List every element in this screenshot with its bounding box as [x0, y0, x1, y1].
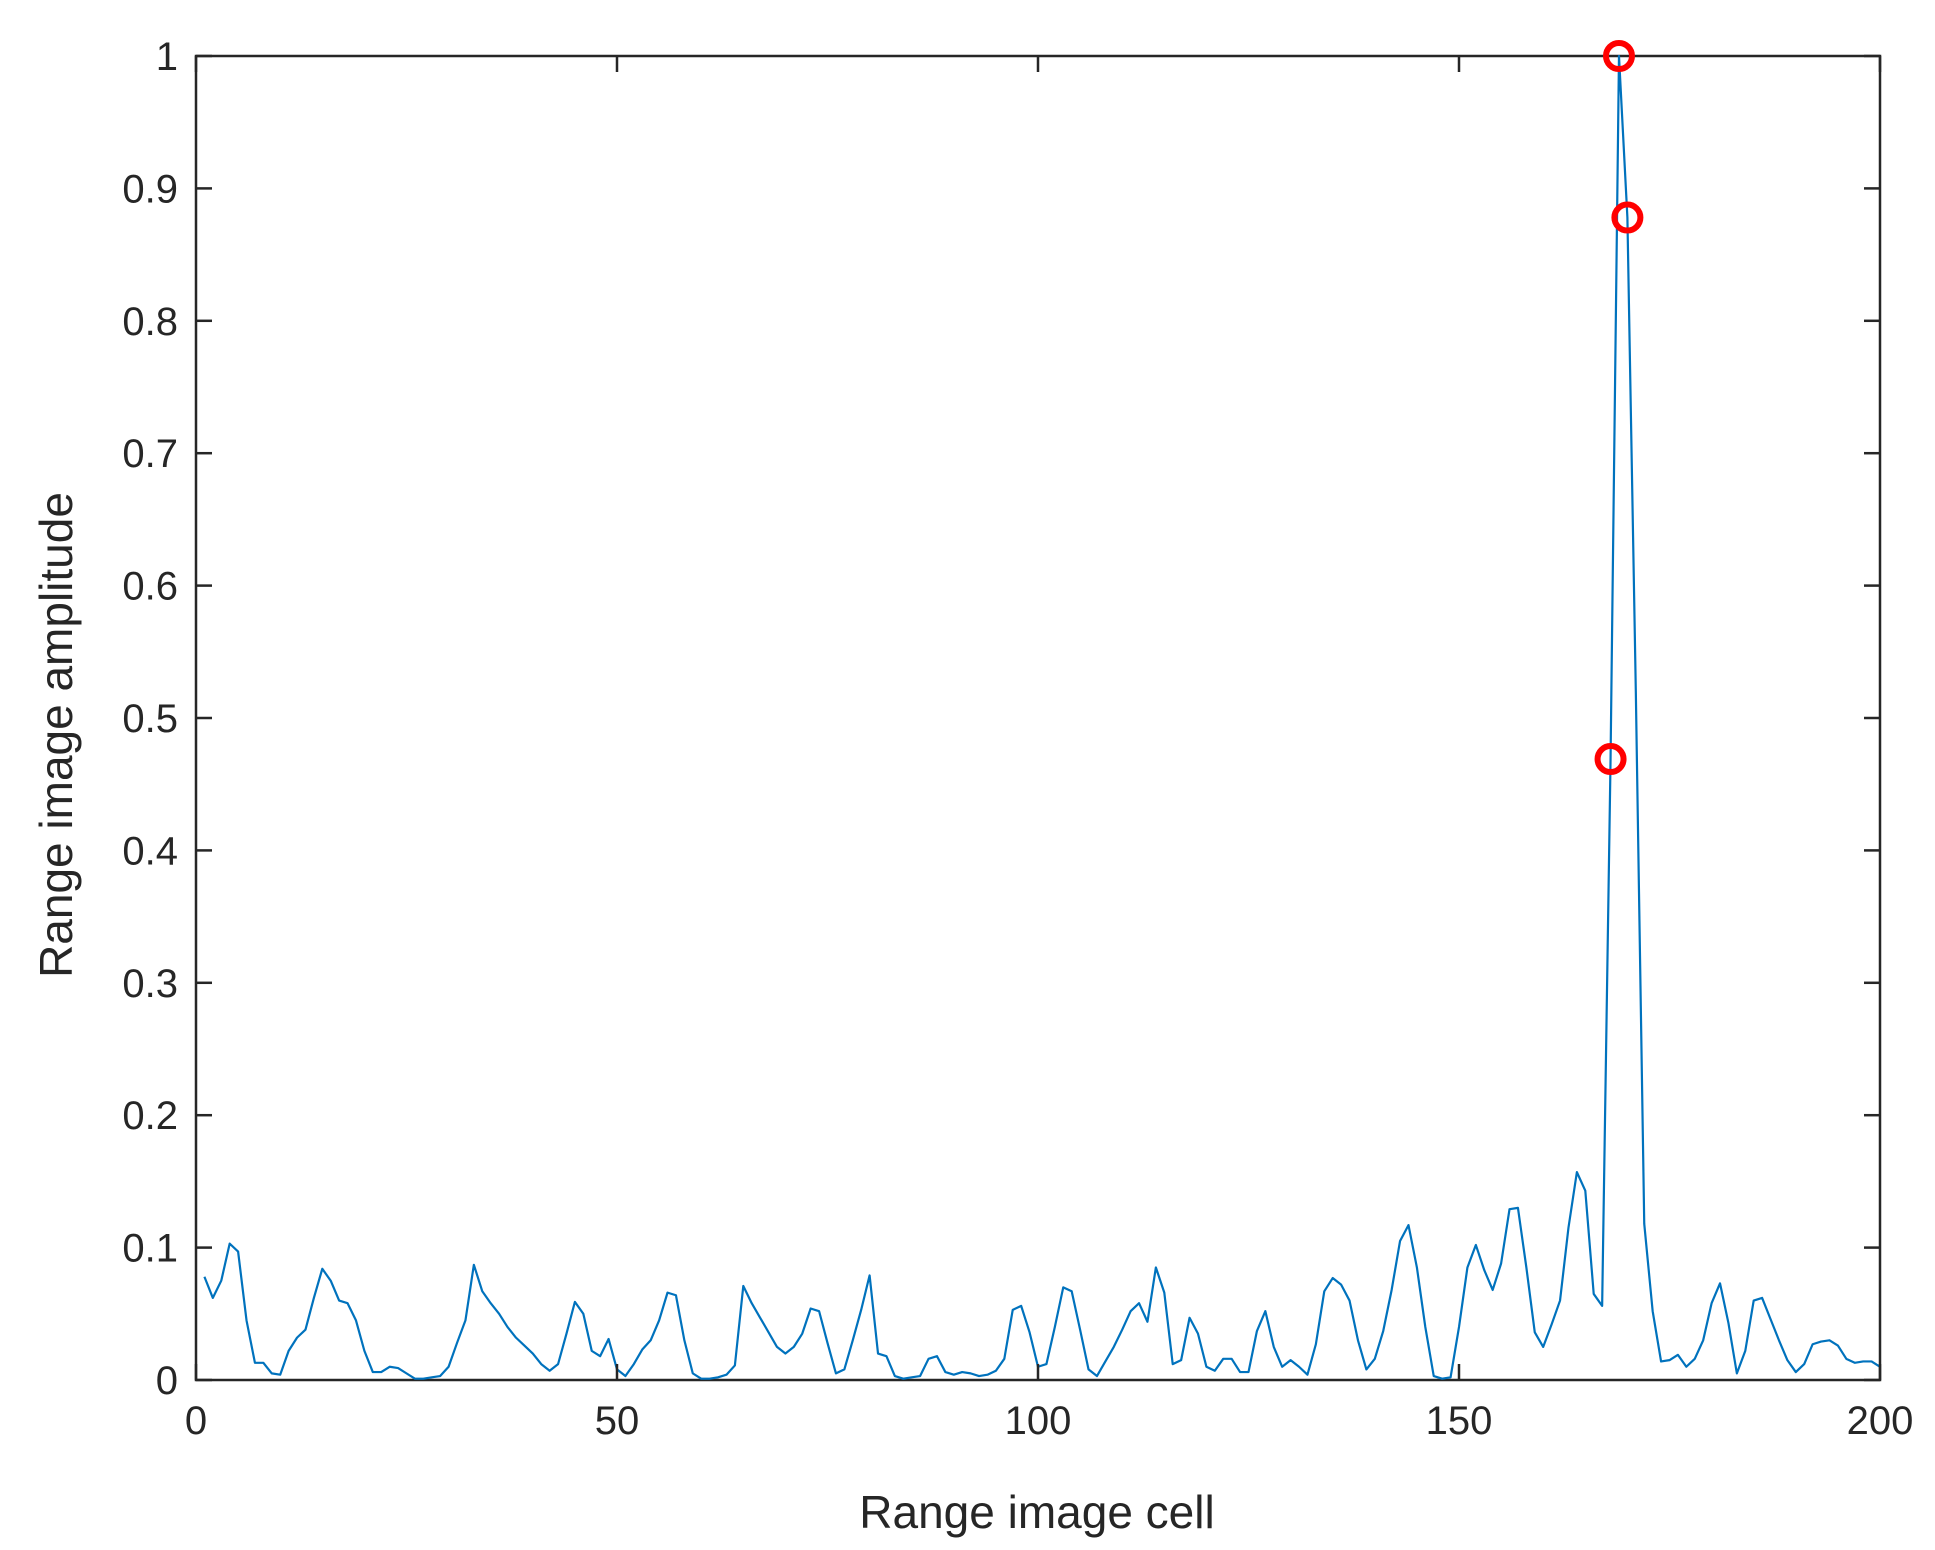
y-tick-label: 0.7	[122, 432, 178, 476]
x-tick-label: 50	[595, 1399, 640, 1443]
x-tick-label: 0	[185, 1399, 207, 1443]
y-tick-label: 0.4	[122, 829, 178, 873]
y-axis-label: Range image amplitude	[30, 492, 82, 978]
series-line-0	[203, 54, 1881, 1380]
y-tick-label: 0.5	[122, 697, 178, 741]
peak-marker	[1602, 40, 1635, 72]
x-axis-label: Range image cell	[859, 1486, 1214, 1538]
peak-marker	[1594, 743, 1627, 776]
y-tick-label: 0.3	[122, 962, 178, 1006]
y-tick-label: 0.2	[122, 1094, 178, 1138]
x-tick-label: 100	[1005, 1399, 1072, 1443]
axis-ticks	[194, 54, 1882, 1382]
x-tick-label: 150	[1426, 1399, 1493, 1443]
peak-marker	[1611, 201, 1644, 234]
x-tick-label: 200	[1847, 1399, 1914, 1443]
plot-area	[194, 40, 1882, 1382]
tick-labels: 0 50 100 150 200 0 0.1 0.2 0.3 0.4 0.5 0.6 0.7 0.8 0.9…	[122, 35, 1913, 1443]
y-tick-label: 0.8	[122, 300, 178, 344]
y-tick-label: 0.9	[122, 167, 178, 211]
y-tick-label: 0.1	[122, 1227, 178, 1271]
y-tick-label: 0.6	[122, 565, 178, 609]
y-tick-label: 1	[156, 35, 178, 79]
y-tick-label: 0	[156, 1359, 178, 1403]
